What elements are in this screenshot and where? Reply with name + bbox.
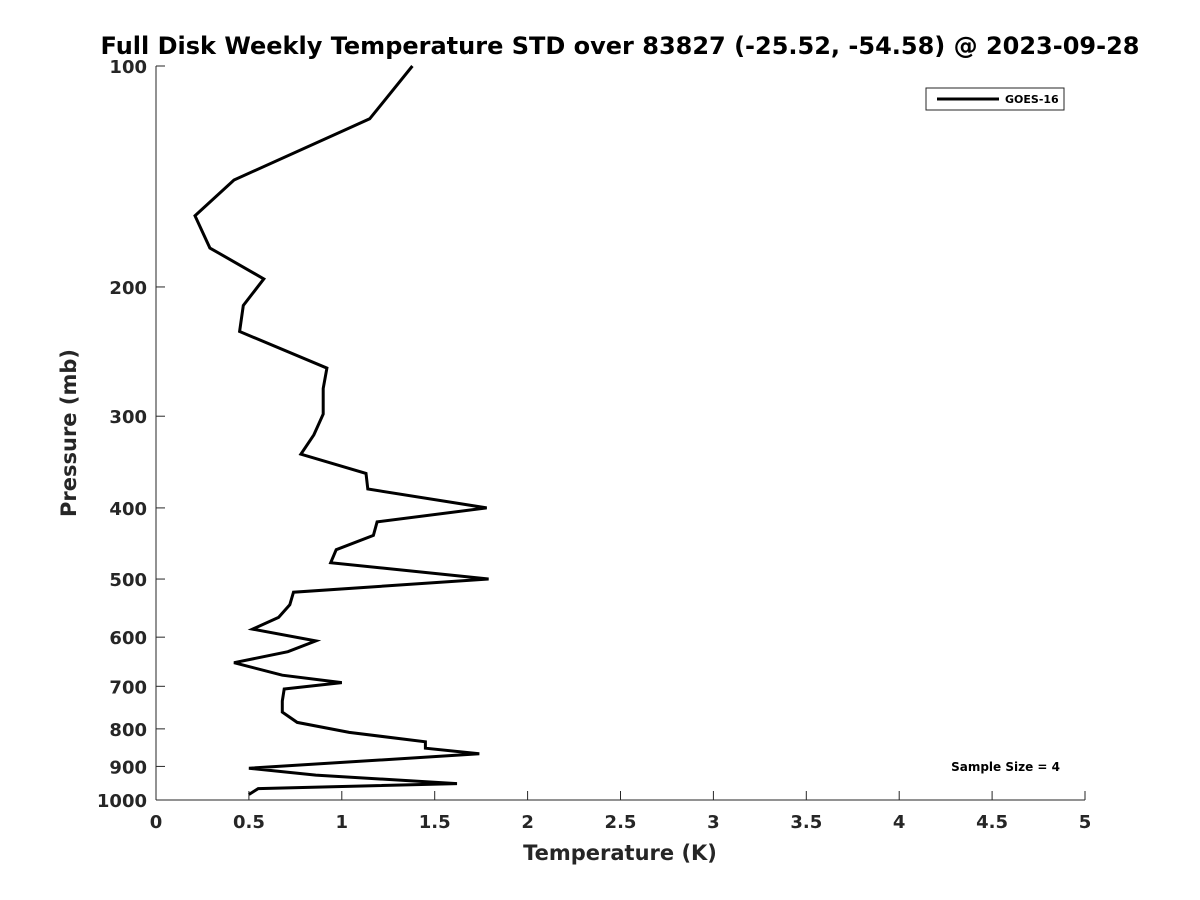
x-tick-label: 3	[707, 812, 720, 833]
x-tick-label: 4	[893, 812, 906, 833]
sample-size-annotation: Sample Size = 4	[951, 760, 1060, 774]
legend: GOES-16	[925, 87, 1065, 111]
x-tick-label: 1	[336, 812, 349, 833]
y-tick-label: 100	[109, 57, 147, 78]
y-tick-label: 300	[109, 407, 147, 428]
plot-area	[193, 65, 489, 796]
x-tick-label: 4.5	[976, 812, 1008, 833]
y-tick-label: 200	[109, 278, 147, 299]
y-tick-label: 400	[109, 499, 147, 520]
x-tick-label: 1.5	[419, 812, 451, 833]
y-tick-label: 700	[109, 677, 147, 698]
y-axis-label: Pressure (mb)	[57, 349, 81, 517]
y-tick-label: 800	[109, 720, 147, 741]
x-axis-label: Temperature (K)	[523, 841, 717, 865]
legend-entry: GOES-16	[1005, 93, 1059, 106]
x-tick-label: 2.5	[605, 812, 637, 833]
series-line	[193, 65, 489, 796]
x-tick-label: 3.5	[790, 812, 822, 833]
chart-title: Full Disk Weekly Temperature STD over 83…	[101, 32, 1140, 60]
y-tick-label: 900	[109, 757, 147, 778]
y-tick-label: 600	[109, 628, 147, 649]
axes: 0 0.5 1 1.5 2 2.5 3 3.5 4 4.5 5 100 200 300 400 500 600 7…	[97, 57, 1091, 833]
x-tick-label: 0.5	[233, 812, 265, 833]
y-tick-label: 500	[109, 570, 147, 591]
x-tick-label: 2	[521, 812, 534, 833]
x-tick-label: 5	[1079, 812, 1092, 833]
y-tick-label: 1000	[97, 791, 147, 812]
x-tick-label: 0	[150, 812, 163, 833]
